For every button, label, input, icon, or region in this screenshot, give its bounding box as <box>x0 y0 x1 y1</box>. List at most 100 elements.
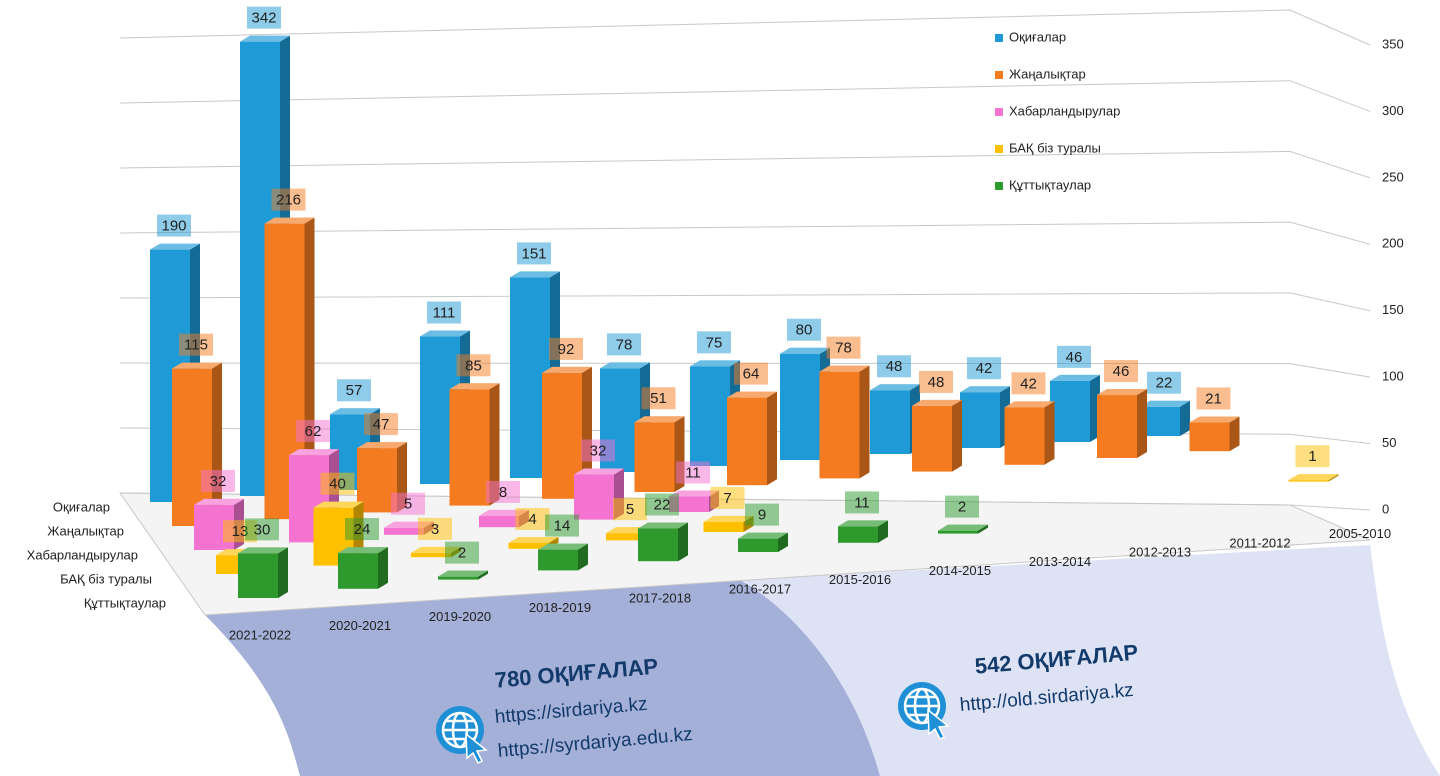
bar-side-shade <box>859 365 870 479</box>
bar-top <box>960 386 1010 393</box>
value-label: 13 <box>232 523 249 540</box>
value-label-bg <box>157 214 191 237</box>
bar-top <box>289 449 339 456</box>
bar-top <box>1140 400 1190 407</box>
value-label: 32 <box>210 473 227 490</box>
bar-side <box>1137 389 1147 458</box>
bar-front <box>238 553 278 598</box>
legend-swatch <box>995 108 1003 116</box>
value-label: 75 <box>706 334 723 351</box>
bar-top-shine <box>357 442 407 449</box>
legend-swatch <box>995 34 1003 42</box>
bar-top-shine <box>574 468 624 475</box>
bar-top <box>1189 416 1240 423</box>
bar-side-shade <box>978 524 988 534</box>
bar-top-shine <box>510 271 560 278</box>
value-label-bg <box>247 6 281 29</box>
bar-top-shine <box>542 366 592 373</box>
bar-side <box>778 532 788 552</box>
bar-top-shine <box>819 365 870 372</box>
value-label-bg <box>607 333 641 356</box>
bar-top-shine <box>727 391 777 398</box>
bar-side-shade <box>489 383 500 506</box>
bar-front <box>638 528 678 562</box>
bar-top <box>1288 474 1339 481</box>
value-label: 78 <box>616 336 633 353</box>
depth-label: Құттықтаулар <box>84 595 166 610</box>
bar-side-shade <box>767 391 777 486</box>
bar-top <box>238 547 288 554</box>
bar-front <box>912 405 952 472</box>
x-tick-label: 2005-2010 <box>1329 526 1391 541</box>
bar-top-shine <box>240 35 290 42</box>
value-label-bg <box>745 503 779 526</box>
bar-top <box>600 362 650 369</box>
bar-top-shine <box>330 408 380 415</box>
bar-top-shine <box>669 490 719 497</box>
value-label: 24 <box>354 521 371 538</box>
bar-top-shine <box>738 532 788 539</box>
value-label-bg <box>845 491 879 514</box>
bar-top-shine <box>1097 389 1147 396</box>
bar-top-shine <box>238 547 288 554</box>
y-tick-label: 200 <box>1382 236 1404 251</box>
bar-side-shade <box>952 399 962 472</box>
bar-side <box>978 524 988 534</box>
value-label: 4 <box>528 511 536 528</box>
bar-front <box>938 530 978 534</box>
value-label: 151 <box>521 245 546 262</box>
depth-label: БАҚ біз туралы <box>60 571 152 586</box>
bar-top <box>338 547 388 554</box>
bar-side <box>489 383 500 506</box>
bar-top <box>838 520 888 527</box>
y-tick-label: 250 <box>1382 169 1404 184</box>
bar-top-shine <box>538 543 588 550</box>
bar-front <box>1288 480 1329 482</box>
bar-top <box>912 399 962 406</box>
bar-top-shine <box>1189 416 1240 423</box>
y-tick-label: 300 <box>1382 103 1404 118</box>
bar-top-shine <box>194 498 244 505</box>
value-label: 62 <box>305 423 322 440</box>
value-label: 42 <box>976 360 993 377</box>
globe-icon <box>898 682 950 741</box>
bar-top-shine <box>703 515 754 522</box>
left-region <box>205 580 880 776</box>
value-label: 48 <box>886 358 903 375</box>
grid-line <box>119 9 1371 46</box>
value-label-bg <box>645 493 679 516</box>
value-label-bg <box>734 362 768 385</box>
legend-label: БАҚ біз туралы <box>1009 140 1101 155</box>
bar-side <box>1180 400 1190 436</box>
bar-front <box>338 553 378 589</box>
legend-label: Хабарландырулар <box>1009 103 1120 118</box>
bar-top <box>172 362 222 369</box>
bar-front <box>538 549 578 571</box>
bar <box>574 468 624 520</box>
bar-front <box>1189 422 1230 452</box>
bar-side <box>678 522 688 562</box>
value-label-bg <box>320 472 355 495</box>
x-tick-label: 2019-2020 <box>429 609 491 624</box>
bar-top <box>240 35 290 42</box>
value-label: 80 <box>796 322 813 339</box>
bar <box>1140 400 1190 436</box>
bar-top <box>738 532 788 539</box>
bar-front <box>479 515 519 528</box>
bar-side-shade <box>1229 416 1240 452</box>
bar-top-shine <box>264 217 315 224</box>
bar-side-shade <box>878 520 888 543</box>
value-label: 190 <box>161 218 186 235</box>
bar <box>1004 401 1055 465</box>
bar-front <box>449 389 490 506</box>
y-tick-label: 350 <box>1382 36 1404 51</box>
bar-top <box>420 330 470 337</box>
bar <box>727 391 777 486</box>
bar-side <box>478 570 488 580</box>
legend-label: Құттықтаулар <box>1009 177 1091 192</box>
value-label-bg <box>345 518 379 541</box>
value-label-bg <box>1147 371 1181 394</box>
value-label-bg <box>641 387 676 410</box>
value-label-bg <box>1196 387 1231 410</box>
